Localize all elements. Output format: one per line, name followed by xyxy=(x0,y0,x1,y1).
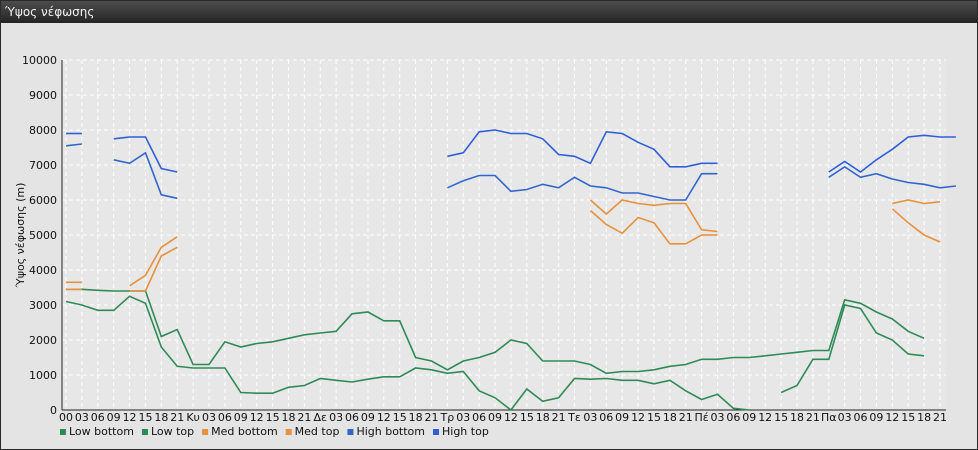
x-tick-label: 03 xyxy=(711,411,725,424)
series-line-low-bottom xyxy=(780,304,925,394)
series-line-med-bottom xyxy=(891,208,941,243)
series-line-high-bottom xyxy=(447,172,718,201)
legend-swatch xyxy=(433,429,439,435)
x-tick-label: 15 xyxy=(647,411,661,424)
x-tick-label: 18 xyxy=(409,411,423,424)
legend-swatch xyxy=(60,429,66,435)
y-tick-label: 0 xyxy=(50,404,57,417)
series-line-high-bottom xyxy=(828,165,956,189)
y-tick-label: 4000 xyxy=(29,264,57,277)
x-tick-label: 18 xyxy=(281,411,295,424)
legend-label: High top xyxy=(442,425,489,438)
x-tick-label: 06 xyxy=(599,411,613,424)
series-line-med-bottom xyxy=(589,209,718,245)
x-tick-label: 06 xyxy=(345,411,359,424)
x-tick-label: 18 xyxy=(917,411,931,424)
x-tick-label: 06 xyxy=(218,411,232,424)
x-tick-label: 18 xyxy=(536,411,550,424)
x-tick-label: 12 xyxy=(504,411,518,424)
x-tick-label: 03 xyxy=(75,411,89,424)
x-tick-label: 21 xyxy=(933,411,947,424)
x-tick-label: 09 xyxy=(107,411,121,424)
x-tick-label: 12 xyxy=(123,411,137,424)
x-tick-label: 03 xyxy=(838,411,852,424)
series-line-low-top xyxy=(66,288,925,375)
legend-swatch xyxy=(347,429,354,435)
legend-swatch xyxy=(285,429,292,435)
x-tick-label: 12 xyxy=(377,411,391,424)
x-tick-label: 09 xyxy=(742,411,756,424)
series-line-high-top xyxy=(828,134,956,173)
x-tick-label: 09 xyxy=(488,411,502,424)
y-tick-label: 3000 xyxy=(29,299,57,312)
x-tick-label: 21 xyxy=(170,411,184,424)
y-tick-label: 1000 xyxy=(29,369,57,382)
y-tick-label: 8000 xyxy=(29,124,57,137)
series-line-low-bottom xyxy=(65,295,750,412)
series-line-high-top xyxy=(447,129,718,168)
y-tick-label: 9000 xyxy=(29,89,57,102)
x-tick-label: 18 xyxy=(154,411,168,424)
legend-swatch xyxy=(202,429,209,435)
y-tick-label: 10000 xyxy=(22,54,57,67)
x-tick-label: Κυ xyxy=(186,411,200,424)
legend-label: Med bottom xyxy=(211,425,278,438)
series-line-med-top xyxy=(129,236,178,287)
x-tick-label: 03 xyxy=(456,411,470,424)
y-tick-label: 5000 xyxy=(29,229,57,242)
x-tick-label: 21 xyxy=(679,411,693,424)
series-line-med-bottom xyxy=(129,246,178,292)
x-tick-label: 18 xyxy=(663,411,677,424)
x-tick-label: 03 xyxy=(583,411,597,424)
x-tick-label: Τε xyxy=(567,411,581,424)
x-tick-label: 09 xyxy=(615,411,629,424)
x-tick-label: 15 xyxy=(393,411,407,424)
series-line-high-top xyxy=(113,136,178,173)
x-tick-label: 18 xyxy=(790,411,804,424)
legend-swatch xyxy=(141,429,148,435)
x-tick-label: 06 xyxy=(472,411,486,424)
x-tick-label: 03 xyxy=(329,411,343,424)
x-tick-label: 15 xyxy=(901,411,915,424)
x-tick-label: 21 xyxy=(424,411,438,424)
x-tick-label: Πα xyxy=(821,411,837,424)
series-line-med-top xyxy=(892,199,941,205)
x-tick-label: 15 xyxy=(138,411,152,424)
legend-label: High bottom xyxy=(356,425,425,438)
x-tick-label: 06 xyxy=(854,411,868,424)
x-tick-label: 00 xyxy=(59,411,73,424)
x-tick-label: 06 xyxy=(91,411,105,424)
x-tick-label: Τρ xyxy=(440,411,455,424)
x-tick-label: 12 xyxy=(885,411,899,424)
series-line-high-bottom xyxy=(113,151,178,200)
x-tick-label: 15 xyxy=(266,411,280,424)
x-tick-label: 21 xyxy=(297,411,311,424)
y-axis-label: Ύψος νέφωσης (m) xyxy=(14,183,27,289)
legend-label: Low bottom xyxy=(69,425,134,438)
x-tick-label: 09 xyxy=(361,411,375,424)
window-title: Ύψος νέφωσης xyxy=(1,1,977,23)
series-line-high-bottom xyxy=(65,143,82,147)
x-tick-label: 21 xyxy=(552,411,566,424)
x-tick-label: 09 xyxy=(234,411,248,424)
x-tick-label: 03 xyxy=(202,411,216,424)
x-tick-label: Δε xyxy=(314,411,328,424)
x-tick-label: 09 xyxy=(869,411,883,424)
y-tick-label: 2000 xyxy=(29,334,57,347)
x-tick-label: 12 xyxy=(631,411,645,424)
x-tick-label: Πέ xyxy=(695,411,709,424)
x-tick-label: 15 xyxy=(774,411,788,424)
legend-label: Med top xyxy=(295,425,340,438)
y-tick-label: 6000 xyxy=(29,194,57,207)
x-tick-label: 15 xyxy=(520,411,534,424)
x-tick-label: 12 xyxy=(758,411,772,424)
y-tick-label: 7000 xyxy=(29,159,57,172)
series-line-med-top xyxy=(589,199,718,233)
x-tick-label: 06 xyxy=(726,411,740,424)
x-tick-label: 12 xyxy=(250,411,264,424)
legend-label: Low top xyxy=(151,425,194,438)
x-tick-label: 21 xyxy=(806,411,820,424)
